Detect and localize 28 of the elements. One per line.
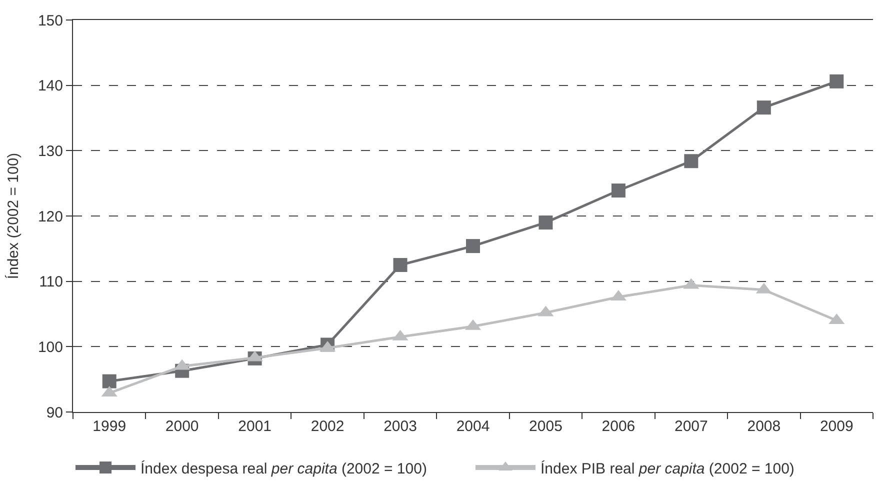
y-tick-label: 100	[38, 338, 63, 356]
x-tick-label: 2003	[384, 418, 417, 435]
point	[756, 100, 771, 115]
y-tick-label: 120	[38, 208, 63, 226]
y-tick-label: 140	[38, 78, 63, 95]
x-tick-label: 2008	[747, 418, 781, 435]
y-axis-title: Índex (2002 = 100)	[4, 152, 22, 280]
legend-label: Índex despesa real per capita (2002 = 100)	[140, 459, 427, 478]
point	[684, 154, 698, 168]
point	[466, 239, 480, 254]
point	[830, 74, 844, 88]
legend-label: Índex PIB real per capita (2002 = 100)	[540, 459, 794, 478]
y-tick-label: 110	[39, 274, 63, 291]
y-tick-label: 130	[38, 142, 63, 160]
x-tick-label: 2007	[674, 418, 708, 435]
x-tick-label: 1999	[92, 418, 126, 435]
x-tick-label: 2002	[310, 418, 344, 435]
x-tick-label: 2000	[165, 418, 199, 435]
x-tick-label: 2001	[238, 418, 272, 435]
point	[611, 184, 626, 198]
x-tick-label: 2006	[602, 418, 636, 435]
y-tick-label: 90	[46, 404, 63, 422]
x-tick-label: 2004	[456, 418, 490, 435]
x-tick-label: 2009	[820, 418, 854, 435]
y-tick-label: 150	[38, 12, 63, 30]
x-tick-label: 2005	[529, 418, 562, 435]
point	[538, 216, 553, 230]
point	[393, 258, 408, 272]
